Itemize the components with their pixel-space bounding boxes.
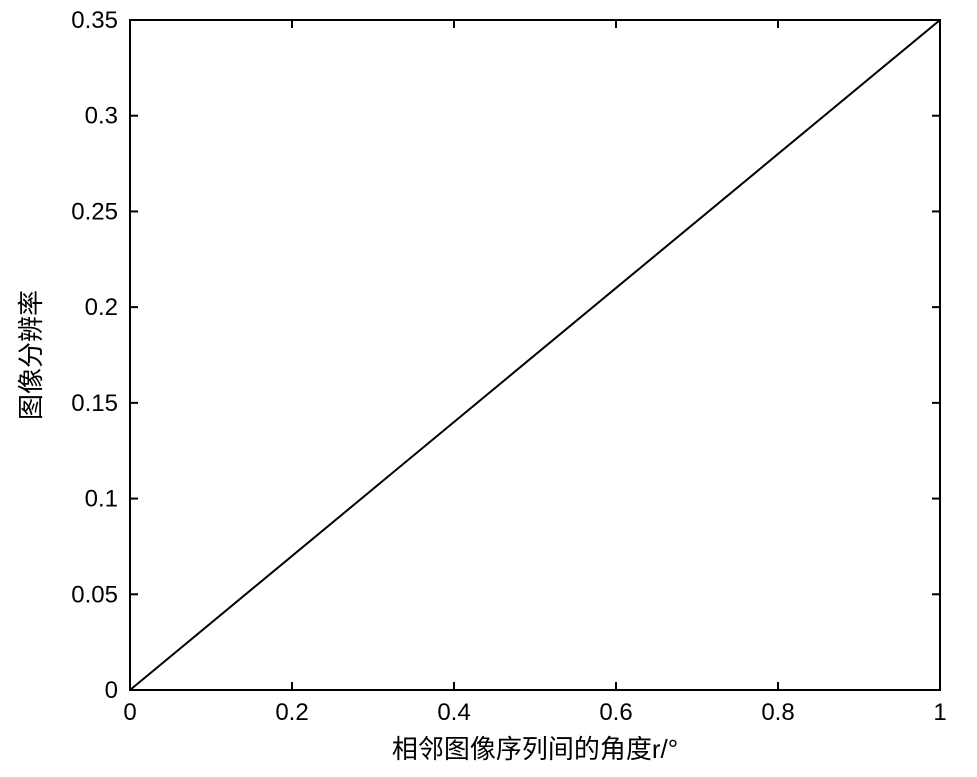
y-tick-label: 0.25 (71, 198, 118, 225)
x-tick-label: 0.6 (599, 699, 632, 726)
y-tick-label: 0.2 (85, 294, 118, 321)
x-tick-label: 0.2 (275, 699, 308, 726)
data-line (130, 20, 940, 690)
chart-container: 0 0.2 0.4 0.6 0.8 1 0 0.05 0.1 0.15 0.2 0.25 0.3 0.35… (0, 0, 977, 777)
y-tick-label: 0.05 (71, 581, 118, 608)
x-tick-label: 0.8 (761, 699, 794, 726)
line-chart: 0 0.2 0.4 0.6 0.8 1 0 0.05 0.1 0.15 0.2 0.25 0.3 0.35… (0, 0, 977, 777)
y-tick-label: 0.15 (71, 390, 118, 417)
x-tick-label: 0.4 (437, 699, 470, 726)
x-axis-label: 相邻图像序列间的角度r/° (392, 734, 678, 764)
x-tick-label: 0 (123, 699, 136, 726)
y-tick-label: 0.1 (85, 486, 118, 513)
y-axis-label: 图像分辨率 (16, 290, 46, 420)
y-tick-label: 0 (105, 677, 118, 704)
x-tick-label: 1 (933, 699, 946, 726)
y-tick-label: 0.3 (85, 103, 118, 130)
y-tick-label: 0.35 (71, 7, 118, 34)
